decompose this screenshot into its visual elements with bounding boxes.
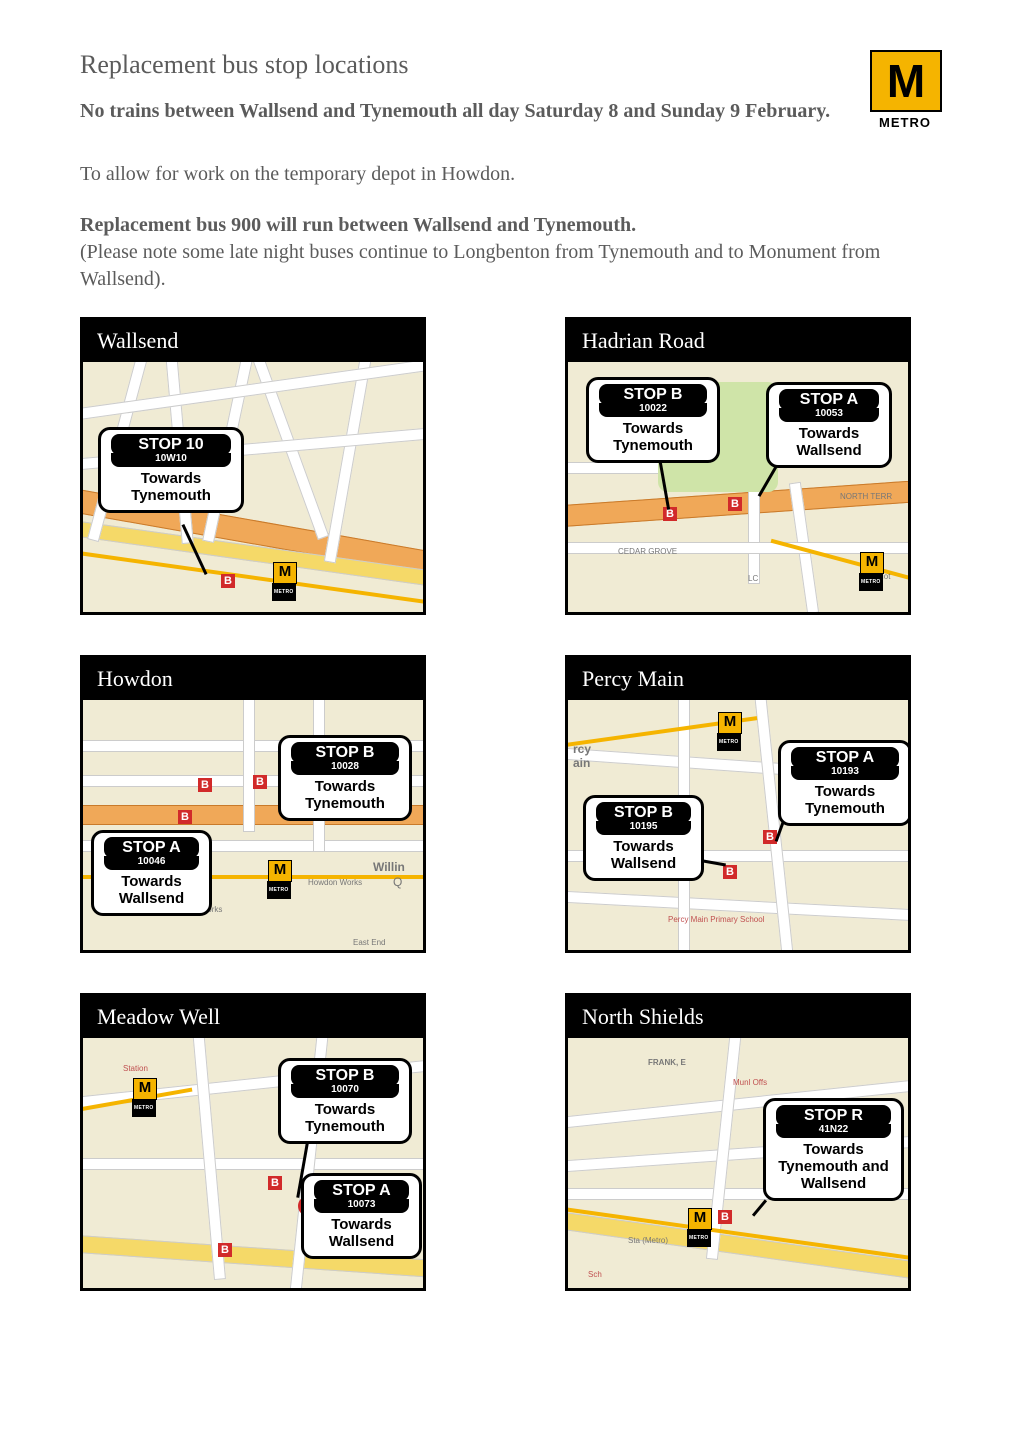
stop-towards: Towards Tynemouth <box>291 778 399 813</box>
bus-icon: B <box>718 1210 732 1224</box>
card-title-percy: Percy Main <box>568 658 908 700</box>
stop-towards: Towards Tynemouth <box>791 783 899 818</box>
callout-howdon-stopb: STOP B 10028 Towards Tynemouth <box>278 735 412 821</box>
card-title-wallsend: Wallsend <box>83 320 423 362</box>
body-text-1: To allow for work on the temporary depot… <box>80 161 940 188</box>
stop-number: 10022 <box>599 403 707 417</box>
bus-icon: B <box>728 497 742 511</box>
stop-towards: Towards Wallsend <box>596 838 691 873</box>
body-text-2-rest: (Please note some late night buses conti… <box>80 241 880 290</box>
card-title-hadrian: Hadrian Road <box>568 320 908 362</box>
metro-logo-m: M <box>870 50 942 112</box>
stop-towards: Towards Wallsend <box>779 425 879 460</box>
callout-percy-stopb: STOP B 10195 Towards Wallsend <box>583 795 704 881</box>
bus-icon: B <box>723 865 737 879</box>
stop-number: 10028 <box>291 761 399 775</box>
bus-icon: B <box>178 810 192 824</box>
callout-meadow-stopa: STOP A 10073 Towards Wallsend <box>301 1173 422 1259</box>
subtitle: No trains between Wallsend and Tynemouth… <box>80 98 830 125</box>
stop-towards: Towards Wallsend <box>104 873 199 908</box>
bus-icon: B <box>253 775 267 789</box>
callout-howdon-stopa: STOP A 10046 Towards Wallsend <box>91 830 212 916</box>
metro-icon: M <box>688 1208 712 1230</box>
stop-number: 10195 <box>596 821 691 835</box>
stop-label: STOP B <box>291 1065 399 1086</box>
card-title-meadow: Meadow Well <box>83 996 423 1038</box>
stop-number: 10046 <box>104 856 199 870</box>
card-percy: Percy Main M B B rcy ain Percy Main Prim… <box>565 655 911 953</box>
body-text-2-bold: Replacement bus 900 will run between Wal… <box>80 214 636 236</box>
card-title-nshields: North Shields <box>568 996 908 1038</box>
stop-number: 10193 <box>791 766 899 780</box>
card-title-howdon: Howdon <box>83 658 423 700</box>
metro-icon: M <box>268 860 292 882</box>
stop-label: STOP A <box>791 747 899 768</box>
bus-icon: B <box>218 1243 232 1257</box>
callout-wallsend-stop10: STOP 10 10W10 Towards Tynemouth <box>98 427 244 513</box>
stop-number: 10W10 <box>111 453 231 467</box>
callout-percy-stopa: STOP A 10193 Towards Tynemouth <box>778 740 908 826</box>
stop-towards: Towards Wallsend <box>314 1216 409 1251</box>
stop-label: STOP A <box>104 837 199 858</box>
stop-towards: Towards Tynemouth and Wallsend <box>776 1141 891 1193</box>
stop-towards: Towards Tynemouth <box>291 1101 399 1136</box>
card-meadow: Meadow Well M B B Station STOP B 10070 T… <box>80 993 426 1291</box>
metro-logo: M METRO <box>870 50 940 130</box>
bus-icon: B <box>221 574 235 588</box>
stop-number: 10070 <box>291 1084 399 1098</box>
stop-label: STOP B <box>291 742 399 763</box>
body-text-2: Replacement bus 900 will run between Wal… <box>80 212 940 293</box>
stop-number: 10073 <box>314 1199 409 1213</box>
card-howdon: Howdon M B B B Willin Q Howdon Works Gas… <box>80 655 426 953</box>
metro-icon: M <box>718 712 742 734</box>
callout-nshields-stopr: STOP R 41N22 Towards Tynemouth and Walls… <box>763 1098 904 1201</box>
stop-label: STOP R <box>776 1105 891 1126</box>
stop-label: STOP B <box>596 802 691 823</box>
stop-towards: Towards Tynemouth <box>111 470 231 505</box>
metro-icon: M <box>273 562 297 584</box>
bus-icon: B <box>198 778 212 792</box>
stop-label: STOP A <box>314 1180 409 1201</box>
callout-hadrian-stopa: STOP A 10053 Towards Wallsend <box>766 382 892 468</box>
stop-number: 41N22 <box>776 1124 891 1138</box>
metro-icon: M <box>860 552 884 574</box>
callout-meadow-stopb: STOP B 10070 Towards Tynemouth <box>278 1058 412 1144</box>
bus-icon: B <box>268 1176 282 1190</box>
stop-label: STOP A <box>779 389 879 410</box>
stop-label: STOP 10 <box>111 434 231 455</box>
metro-logo-label: METRO <box>870 115 940 130</box>
callout-hadrian-stopb: STOP B 10022 Towards Tynemouth <box>586 377 720 463</box>
stop-number: 10053 <box>779 408 879 422</box>
card-hadrian: Hadrian Road M B B CEDAR GROVE LC NORTH … <box>565 317 911 615</box>
stop-towards: Towards Tynemouth <box>599 420 707 455</box>
card-nshields: North Shields M B FRANK, E Munl Offs Sta… <box>565 993 911 1291</box>
card-wallsend: Wallsend M B STOP 10 10W10 Towards Tyne <box>80 317 426 615</box>
metro-icon: M <box>133 1078 157 1100</box>
stop-label: STOP B <box>599 384 707 405</box>
page-title: Replacement bus stop locations <box>80 50 830 80</box>
